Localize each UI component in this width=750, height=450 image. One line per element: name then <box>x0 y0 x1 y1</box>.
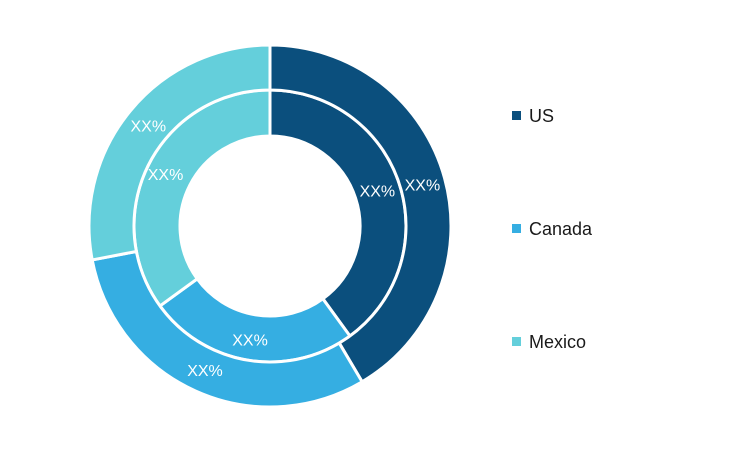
inner-ring-label-us: XX% <box>360 183 396 200</box>
legend-label-mexico: Mexico <box>529 332 586 352</box>
legend-swatch-canada <box>512 224 521 233</box>
legend-item-canada: Canada <box>512 219 593 239</box>
legend-item-us: US <box>512 106 554 126</box>
legend-label-canada: Canada <box>529 219 593 239</box>
donut-slices <box>87 43 453 409</box>
legend-swatch-mexico <box>512 337 521 346</box>
inner-ring-label-canada: XX% <box>232 333 268 350</box>
legend-swatch-us <box>512 111 521 120</box>
legend-label-us: US <box>529 106 554 126</box>
legend-item-mexico: Mexico <box>512 332 586 352</box>
outer-ring-label-us: XX% <box>405 177 441 194</box>
outer-ring-label-mexico: XX% <box>130 118 166 135</box>
outer-ring-label-canada: XX% <box>187 363 223 380</box>
outer-ring-slice-mexico <box>87 43 272 262</box>
donut-slice-labels: XX% XX% XX% XX% XX% XX% <box>130 118 440 380</box>
inner-ring-label-mexico: XX% <box>148 167 184 184</box>
chart-legend: US Canada Mexico <box>512 106 593 352</box>
outer-ring-slice-us <box>268 43 453 384</box>
